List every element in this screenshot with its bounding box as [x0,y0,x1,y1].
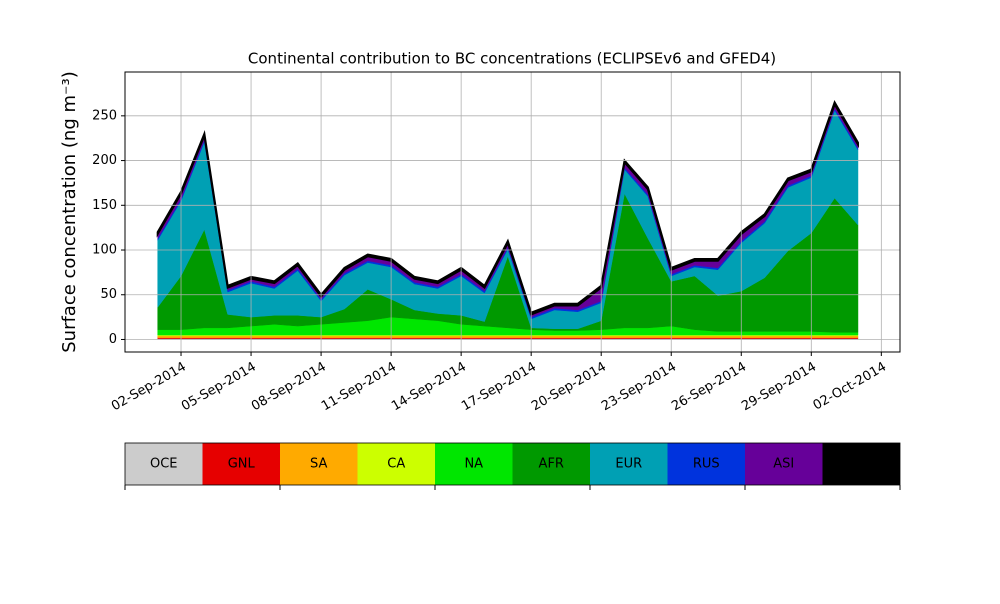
legend-label: EUR [615,457,642,472]
legend-label: ASI [773,457,794,472]
area [156,100,859,316]
legend-swatch [357,443,435,485]
legend-label: AUS [848,457,875,472]
legend-swatch [745,443,823,485]
y-tick-label: 200 [92,153,117,168]
legend-label: AFR [539,457,564,472]
legend-swatch [822,443,900,485]
chart-title: Continental contribution to BC concentra… [248,50,776,68]
y-tick-label: 250 [92,108,117,123]
legend-swatch [590,443,668,485]
legend-label: SA [310,457,327,472]
y-tick-label: 0 [109,332,117,347]
legend-label: CA [387,457,405,472]
y-tick-label: 100 [92,243,117,258]
legend-swatch [280,443,358,485]
area [157,335,859,338]
y-tick-label: 50 [100,287,117,302]
legend-swatch [512,443,590,485]
legend-swatch [202,443,280,485]
legend-swatch [125,443,203,485]
y-axis-label: Surface concentration (ng m⁻³) [59,71,80,353]
plot-frame [124,71,901,353]
legend-label: OCE [150,457,178,472]
y-tick-label: 150 [92,198,117,213]
legend-swatch [667,443,745,485]
legend-label: GNL [228,457,256,472]
legend-swatch [435,443,513,485]
legend-label: NA [464,457,483,472]
legend-label: RUS [693,457,720,472]
legend-frame [124,442,901,486]
